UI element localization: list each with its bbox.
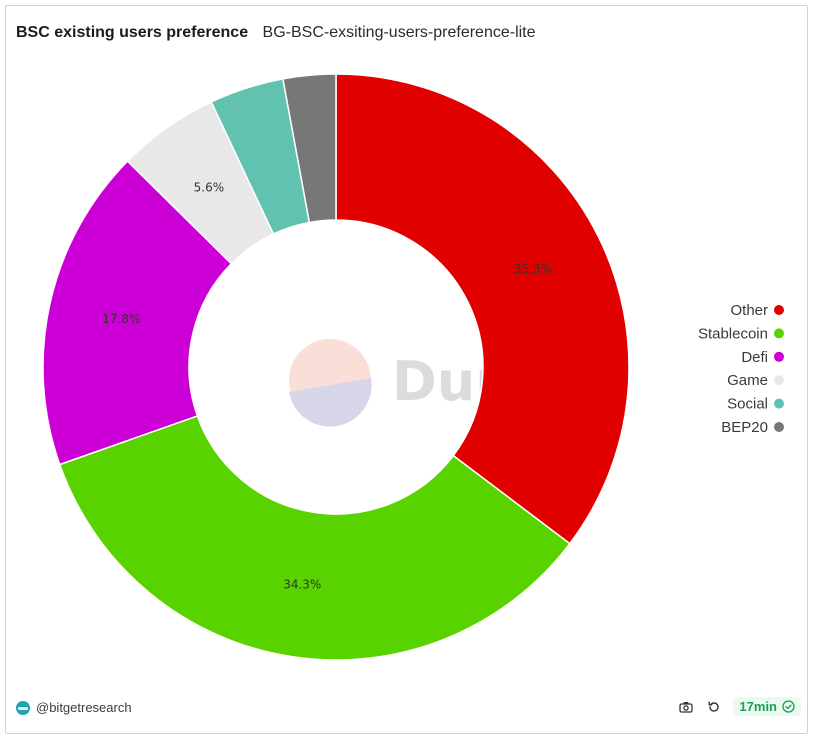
legend-label: BEP20 — [721, 419, 768, 436]
chart-toolbar: 17min — [677, 697, 801, 716]
author-avatar-icon — [16, 700, 30, 715]
slice-other[interactable] — [335, 73, 630, 545]
chart-header: BSC existing users preference BG-BSC-exs… — [16, 24, 536, 42]
camera-icon[interactable] — [677, 698, 695, 716]
freshness-badge[interactable]: 17min — [733, 697, 801, 716]
check-circle-icon — [782, 700, 795, 713]
slice-stablecoin[interactable] — [58, 414, 571, 661]
data-label-defi: 17.8% — [102, 312, 140, 326]
legend-label: Social — [727, 396, 768, 413]
dune-logo-lower — [289, 378, 372, 427]
legend-swatch — [774, 328, 784, 339]
legend: Other Stablecoin Defi Game Social BEP20 — [698, 302, 784, 436]
legend-swatch — [774, 398, 784, 409]
author-handle[interactable]: @bitgetresearch — [36, 700, 132, 715]
legend-swatch — [774, 422, 784, 432]
slice-bep20[interactable] — [282, 73, 337, 224]
legend-label: Game — [727, 372, 768, 389]
legend-label: Stablecoin — [698, 325, 768, 342]
legend-item-bep20[interactable]: BEP20 — [721, 419, 784, 436]
legend-swatch — [774, 351, 784, 362]
legend-label: Other — [730, 302, 768, 319]
query-name[interactable]: BG-BSC-exsiting-users-preference-lite — [262, 24, 536, 41]
data-label-other: 35.3% — [514, 262, 552, 276]
refresh-icon[interactable] — [705, 698, 723, 716]
chart-title: BSC existing users preference — [16, 24, 249, 41]
data-label-game: 5.6% — [194, 180, 225, 194]
slice-labels: 35.3% 34.3% 17.8% 5.6% — [102, 180, 552, 591]
legend-item-other[interactable]: Other — [730, 302, 784, 319]
legend-swatch — [774, 305, 784, 315]
legend-item-social[interactable]: Social — [727, 396, 784, 413]
legend-swatch — [774, 375, 784, 386]
data-label-stablecoin: 34.3% — [283, 577, 321, 591]
slice-defi[interactable] — [42, 160, 233, 466]
legend-item-stablecoin[interactable]: Stablecoin — [698, 325, 784, 342]
author-credit[interactable]: @bitgetresearch — [16, 700, 132, 715]
legend-item-defi[interactable]: Defi — [741, 349, 784, 366]
freshness-text: 17min — [739, 699, 777, 714]
legend-label: Defi — [741, 349, 768, 366]
legend-item-game[interactable]: Game — [727, 372, 784, 389]
